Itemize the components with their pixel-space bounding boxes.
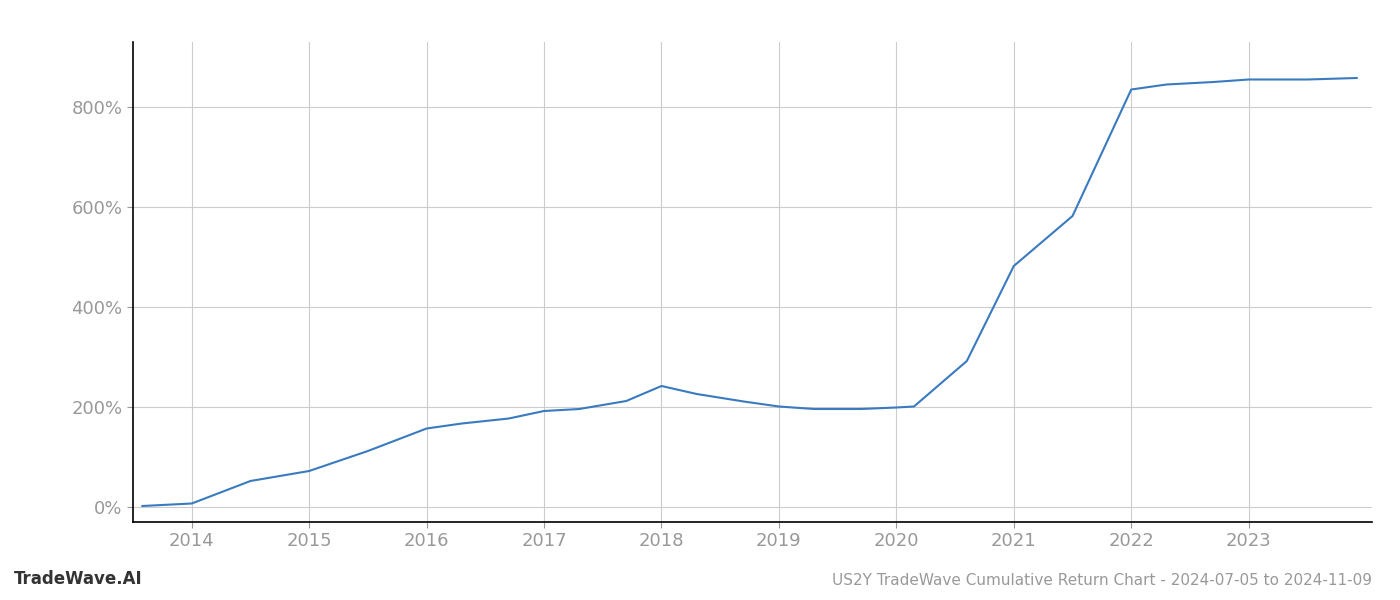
Text: US2Y TradeWave Cumulative Return Chart - 2024-07-05 to 2024-11-09: US2Y TradeWave Cumulative Return Chart -… bbox=[832, 573, 1372, 588]
Text: TradeWave.AI: TradeWave.AI bbox=[14, 570, 143, 588]
